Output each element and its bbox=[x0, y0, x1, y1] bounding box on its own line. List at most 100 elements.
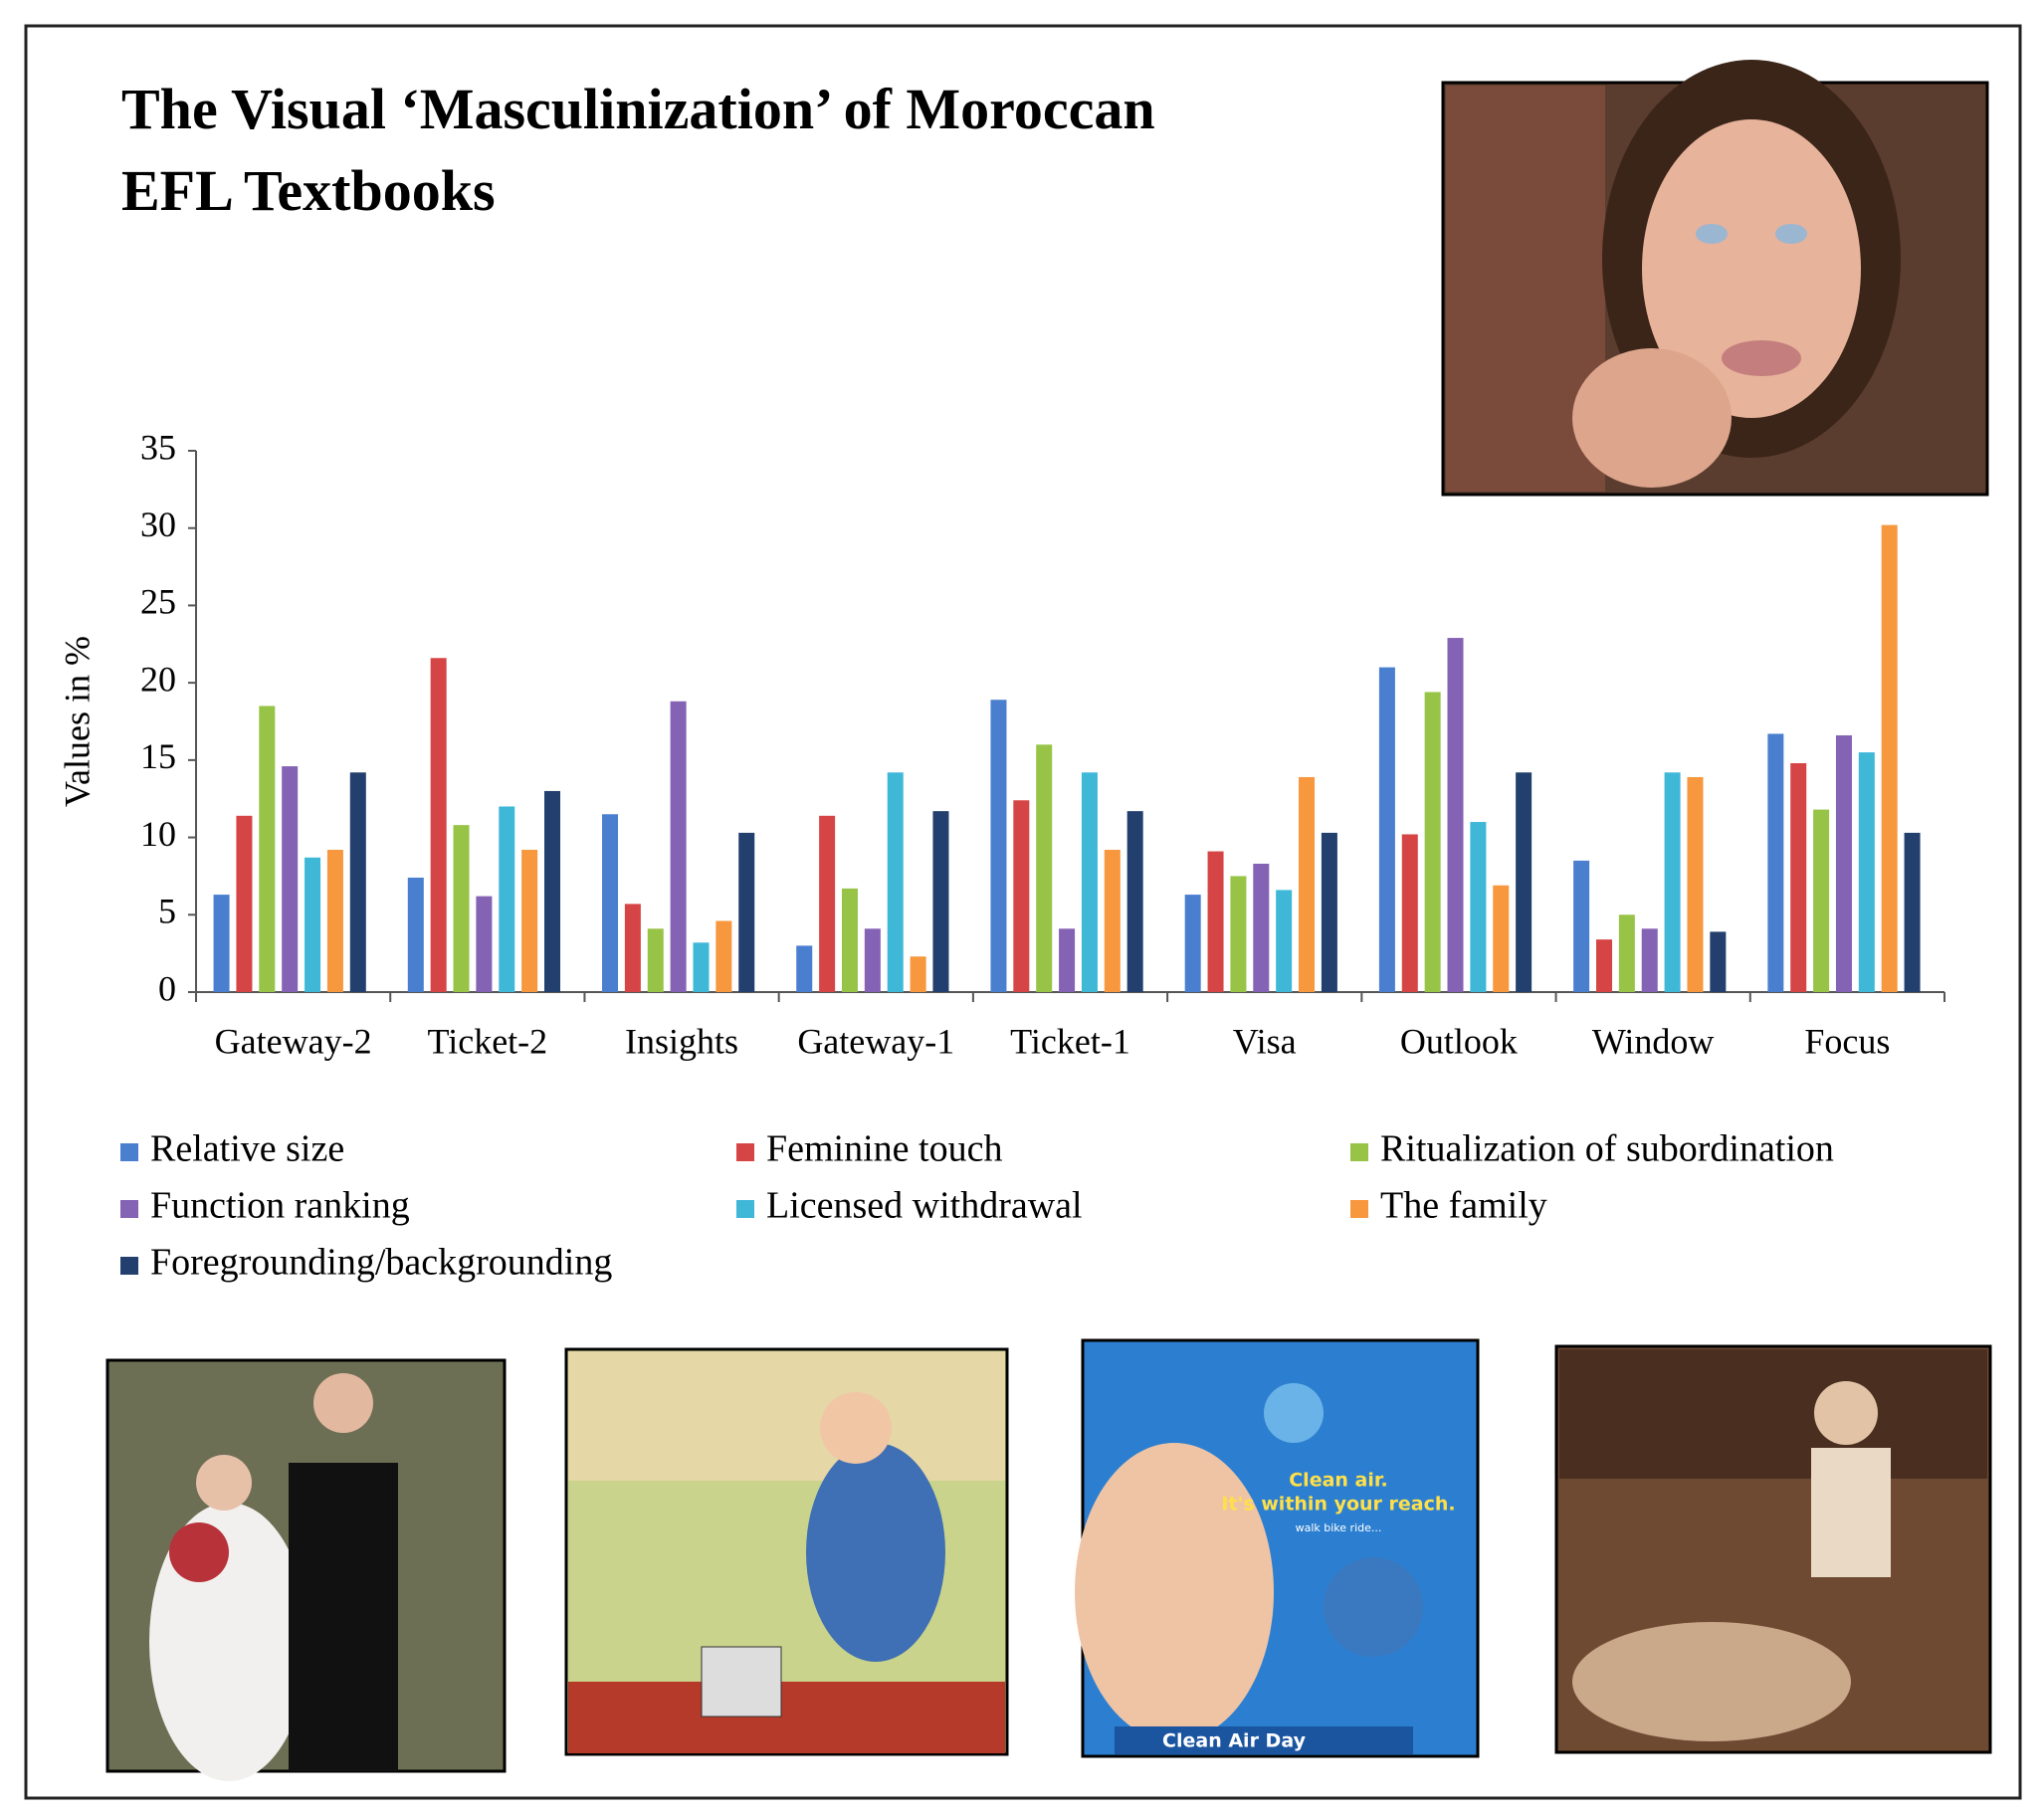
bar bbox=[1104, 850, 1121, 992]
bar bbox=[864, 928, 881, 992]
legend-swatch bbox=[1350, 1143, 1368, 1161]
bar bbox=[1253, 863, 1270, 992]
bar bbox=[407, 877, 424, 992]
legend-swatch bbox=[120, 1200, 138, 1218]
bar bbox=[1858, 752, 1875, 992]
bar bbox=[1767, 733, 1784, 992]
bar bbox=[1036, 744, 1053, 992]
bar bbox=[796, 945, 813, 992]
legend-swatch bbox=[736, 1200, 754, 1218]
bar bbox=[670, 701, 687, 992]
bar bbox=[1378, 667, 1395, 992]
title-line: The Visual ‘Masculinization’ of Moroccan bbox=[121, 77, 1155, 141]
bar bbox=[1710, 931, 1727, 992]
bar bbox=[1516, 772, 1533, 992]
y-tick-label: 0 bbox=[158, 968, 176, 1008]
poster-text: walk bike ride... bbox=[1296, 1521, 1382, 1534]
legend-label: Relative size bbox=[150, 1128, 344, 1170]
bar bbox=[1013, 800, 1030, 992]
bar bbox=[887, 772, 904, 992]
bar bbox=[715, 920, 732, 992]
bar bbox=[1641, 928, 1658, 992]
bar bbox=[213, 895, 230, 992]
bar bbox=[1424, 692, 1441, 992]
bar bbox=[1081, 772, 1098, 992]
y-tick-label: 35 bbox=[140, 427, 176, 467]
x-tick-label: Ticket-1 bbox=[1010, 1021, 1130, 1061]
y-tick-label: 5 bbox=[158, 892, 176, 931]
bar bbox=[1493, 885, 1510, 992]
bar bbox=[521, 850, 538, 992]
legend-label: Licensed withdrawal bbox=[766, 1185, 1083, 1227]
bar bbox=[544, 790, 561, 992]
bar bbox=[1184, 895, 1201, 992]
y-tick-label: 25 bbox=[140, 582, 176, 622]
bar bbox=[1207, 851, 1224, 992]
y-tick-label: 20 bbox=[140, 659, 176, 699]
x-tick-label: Window bbox=[1592, 1021, 1715, 1061]
bar bbox=[1276, 890, 1293, 992]
legend-label: Foregrounding/backgrounding bbox=[150, 1242, 612, 1284]
poster-banner: Clean Air Day bbox=[1162, 1730, 1307, 1752]
x-tick-label: Gateway-2 bbox=[215, 1021, 372, 1061]
bar bbox=[326, 850, 343, 992]
x-tick-label: Gateway-1 bbox=[797, 1021, 954, 1061]
bar bbox=[1595, 939, 1613, 992]
bar bbox=[990, 700, 1007, 992]
poster-text: It's within your reach. bbox=[1221, 1494, 1455, 1515]
bar bbox=[841, 888, 858, 992]
photo-kitchen bbox=[564, 1347, 1009, 1756]
bar bbox=[1126, 811, 1143, 992]
bar bbox=[910, 956, 926, 992]
y-axis-label: Values in % bbox=[57, 636, 97, 807]
bar bbox=[1447, 638, 1464, 992]
bar bbox=[1687, 776, 1704, 992]
bar bbox=[259, 706, 276, 992]
bar bbox=[499, 806, 515, 992]
bar bbox=[1059, 928, 1076, 992]
title-line: EFL Textbooks bbox=[121, 158, 496, 223]
x-tick-label: Visa bbox=[1233, 1021, 1297, 1061]
y-tick-label: 30 bbox=[140, 505, 176, 544]
x-tick-label: Focus bbox=[1804, 1021, 1890, 1061]
legend-swatch bbox=[1350, 1200, 1368, 1218]
bar bbox=[476, 896, 493, 992]
photo-wedding bbox=[105, 1358, 507, 1781]
bar bbox=[430, 658, 447, 992]
bar bbox=[1230, 876, 1247, 992]
x-tick-label: Ticket-2 bbox=[427, 1021, 547, 1061]
bar bbox=[236, 815, 253, 992]
poster-text: Clean air. bbox=[1289, 1470, 1388, 1492]
bar bbox=[1618, 914, 1635, 992]
legend-swatch bbox=[736, 1143, 754, 1161]
legend-label: Ritualization of subordination bbox=[1380, 1128, 1834, 1170]
slide-title: The Visual ‘Masculinization’ of Moroccan… bbox=[121, 77, 1155, 223]
x-tick-label: Insights bbox=[625, 1021, 738, 1061]
legend-swatch bbox=[120, 1143, 138, 1161]
legend-label: Function ranking bbox=[150, 1185, 410, 1227]
photo-factory bbox=[1554, 1344, 1992, 1754]
bar bbox=[1401, 834, 1418, 992]
bar bbox=[1299, 776, 1316, 992]
legend-swatch bbox=[120, 1257, 138, 1275]
bar bbox=[1664, 772, 1681, 992]
bar bbox=[1904, 832, 1921, 992]
bar bbox=[1321, 832, 1337, 992]
bar bbox=[1790, 762, 1807, 992]
legend-label: The family bbox=[1380, 1185, 1547, 1227]
bar bbox=[647, 928, 664, 992]
y-tick-label: 10 bbox=[140, 814, 176, 854]
bar bbox=[1813, 809, 1830, 992]
bar bbox=[453, 825, 470, 992]
bar bbox=[693, 942, 710, 992]
photo-poster: Clean air. It's within your reach. walk … bbox=[1075, 1338, 1480, 1758]
bar bbox=[738, 832, 755, 992]
bar bbox=[349, 772, 366, 992]
legend-label: Feminine touch bbox=[766, 1128, 1002, 1170]
bar bbox=[819, 815, 836, 992]
bar bbox=[1835, 734, 1852, 992]
bar bbox=[624, 904, 641, 992]
bar bbox=[282, 766, 299, 992]
bar bbox=[1470, 822, 1487, 992]
